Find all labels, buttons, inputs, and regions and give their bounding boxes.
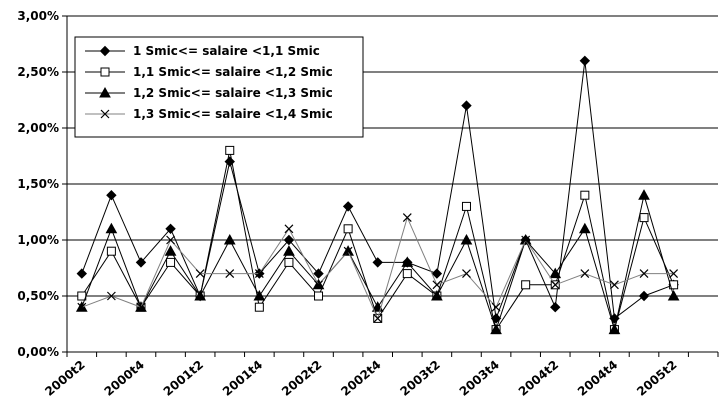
data-point — [462, 269, 471, 279]
data-point — [105, 222, 118, 234]
y-tick-labels: 0,00% 0,50% 1,00% 1,50% 2,00% 2,50% 3,00% — [17, 9, 59, 359]
data-point — [284, 257, 294, 267]
data-point — [461, 201, 471, 211]
legend: 1 Smic<= salaire <1,1 Smic 1,1 Smic<= sal… — [74, 36, 364, 138]
x-tick-label: 2004t2 — [516, 358, 561, 399]
data-point — [106, 246, 116, 256]
legend-label: 1,2 Smic<= salaire <1,3 Smic — [133, 86, 333, 100]
x-tick-label: 2002t4 — [338, 358, 383, 399]
x-tick-label: 2004t4 — [575, 358, 620, 399]
data-point — [580, 269, 590, 279]
data-point — [166, 257, 176, 267]
data-point — [342, 201, 354, 212]
y-tick-label: 1,50% — [17, 177, 59, 191]
data-point — [225, 145, 235, 155]
y-tick-label: 0,50% — [17, 289, 59, 303]
data-point — [165, 223, 176, 235]
x-tick-label: 2005t2 — [634, 358, 679, 399]
data-point — [402, 269, 412, 279]
x-tick-label: 2000t4 — [102, 358, 147, 399]
data-point — [76, 268, 88, 279]
data-point — [372, 257, 383, 268]
legend-label: 1,1 Smic<= salaire <1,2 Smic — [133, 65, 333, 79]
x-tick-label: 2001t4 — [220, 358, 265, 399]
data-point — [77, 302, 87, 312]
data-point — [667, 289, 680, 301]
series-lines — [75, 55, 680, 335]
data-point — [225, 269, 235, 279]
data-point — [610, 280, 619, 290]
legend-marker — [99, 86, 111, 98]
data-point — [490, 323, 502, 335]
data-point — [195, 269, 205, 279]
legend-label: 1 Smic<= salaire <1,1 Smic — [133, 44, 320, 58]
data-point — [343, 246, 353, 256]
data-point — [283, 234, 295, 246]
data-point — [254, 269, 264, 279]
data-point — [461, 100, 472, 111]
data-point — [549, 267, 562, 279]
y-tick-label: 0,00% — [17, 345, 59, 359]
y-tick-label: 1,00% — [17, 233, 59, 247]
data-point — [460, 233, 473, 245]
data-point — [136, 302, 146, 312]
data-point — [343, 224, 353, 234]
data-point — [314, 280, 323, 290]
data-point — [223, 233, 236, 245]
x-tick-labels: 2000t2 2000t4 2001t2 2001t4 2002t2 2002t4 2003… — [42, 358, 679, 399]
data-point — [164, 245, 177, 256]
data-point — [639, 269, 649, 279]
x-tick-label: 2003t4 — [457, 358, 502, 399]
data-point — [194, 289, 207, 301]
data-point — [106, 189, 117, 201]
data-point — [608, 323, 621, 335]
axes — [62, 15, 719, 357]
data-point — [550, 280, 560, 290]
y-tick-label: 3,00% — [17, 9, 59, 23]
data-point — [431, 268, 443, 279]
data-point — [313, 268, 324, 279]
legend-marker — [100, 109, 110, 119]
data-point — [521, 235, 531, 245]
x-tick-label: 2000t2 — [42, 358, 87, 399]
data-point — [284, 224, 294, 234]
data-point — [579, 55, 591, 67]
data-point — [431, 289, 443, 301]
data-point — [401, 256, 414, 267]
data-point — [166, 235, 175, 245]
data-point — [253, 289, 266, 301]
series-group — [77, 213, 679, 323]
data-point — [550, 301, 561, 313]
data-point — [580, 190, 590, 200]
data-point — [283, 245, 295, 256]
x-tick-label: 2002t2 — [279, 358, 324, 399]
data-point — [106, 291, 116, 301]
y-tick-label: 2,00% — [17, 121, 59, 135]
y-tick-label: 2,50% — [17, 65, 59, 79]
data-point — [373, 313, 383, 323]
data-point — [669, 280, 679, 290]
data-point — [578, 222, 591, 234]
x-tick-label: 2003t2 — [397, 358, 442, 399]
data-point — [639, 213, 649, 223]
legend-marker — [99, 45, 111, 57]
x-tick-label: 2001t2 — [161, 358, 206, 399]
data-point — [669, 269, 679, 279]
data-point — [314, 291, 324, 301]
data-point — [491, 302, 501, 312]
legend-marker — [100, 67, 110, 77]
data-point — [638, 290, 650, 302]
data-point — [521, 280, 531, 290]
data-point — [254, 302, 264, 312]
data-point — [135, 257, 147, 268]
legend-box — [74, 36, 364, 138]
legend-label: 1,3 Smic<= salaire <1,4 Smic — [133, 107, 333, 121]
data-point — [638, 189, 650, 200]
data-point — [432, 280, 442, 290]
data-point — [402, 213, 412, 223]
